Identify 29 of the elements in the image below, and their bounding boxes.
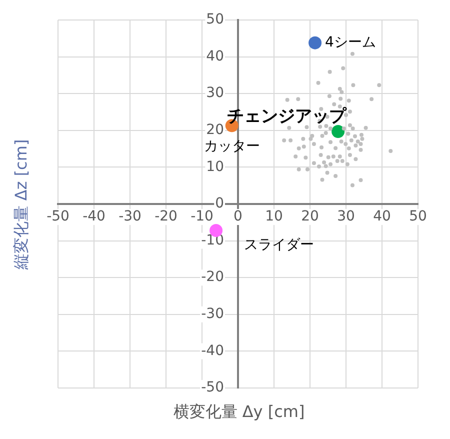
x-tick-label: 30 (337, 208, 355, 225)
x-tick-label: 40 (373, 208, 391, 225)
x-tick-label: 50 (409, 208, 427, 225)
y-tick-label: -20 (201, 269, 224, 286)
x-axis-title: 横変化量 Δy [cm] (172, 402, 306, 423)
x-tick-label: 10 (265, 208, 283, 225)
x-tick-label: -20 (154, 208, 178, 225)
point (332, 125, 345, 138)
series-label: カッター (204, 138, 260, 154)
series-label: スライダー (244, 237, 314, 254)
y-tick-label: 40 (206, 48, 224, 64)
y-tick-label: 10 (206, 158, 224, 175)
y-tick-label: -30 (201, 306, 224, 322)
y-tick-label: 50 (206, 12, 224, 28)
y-axis-title: 縦変化量 Δz [cm] (12, 138, 32, 270)
y-tick-label: 20 (206, 122, 224, 138)
series-label: チェンジアップ (227, 106, 348, 126)
y-tick-label: 0 (215, 196, 224, 212)
point (308, 36, 322, 50)
x-tick-label: -40 (82, 208, 106, 225)
y-tick-label: -40 (201, 342, 224, 359)
y-tick-label: -50 (201, 380, 224, 396)
x-tick-label: 0 (234, 208, 242, 225)
x-tick-label: -10 (190, 208, 214, 225)
y-tick-label: 30 (206, 85, 224, 102)
x-tick-label: -50 (46, 208, 70, 225)
x-tick-label: -30 (118, 208, 142, 225)
x-tick-label: 20 (301, 208, 319, 225)
series-label: 4シーム (325, 34, 376, 50)
